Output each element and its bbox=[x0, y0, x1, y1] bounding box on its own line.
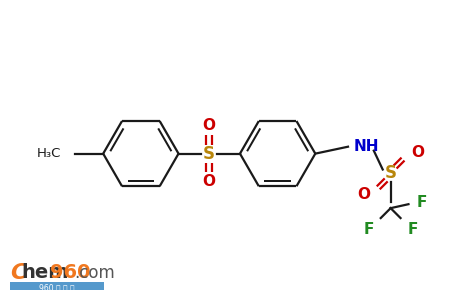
Text: F: F bbox=[407, 222, 418, 237]
Text: C: C bbox=[10, 263, 27, 282]
Text: O: O bbox=[357, 187, 370, 202]
Text: S: S bbox=[203, 145, 215, 163]
Text: S: S bbox=[384, 164, 397, 183]
Text: .com: .com bbox=[74, 264, 115, 282]
Text: H₃C: H₃C bbox=[37, 147, 62, 160]
Text: O: O bbox=[203, 174, 216, 189]
Text: 960 化 工 网: 960 化 工 网 bbox=[39, 283, 74, 292]
Text: 960: 960 bbox=[50, 263, 90, 282]
Text: NH: NH bbox=[354, 139, 380, 154]
Bar bbox=[10, 282, 104, 293]
Text: F: F bbox=[416, 195, 427, 210]
Text: O: O bbox=[203, 118, 216, 133]
Text: hem: hem bbox=[21, 263, 68, 282]
Text: F: F bbox=[364, 222, 374, 237]
Text: O: O bbox=[411, 145, 424, 160]
